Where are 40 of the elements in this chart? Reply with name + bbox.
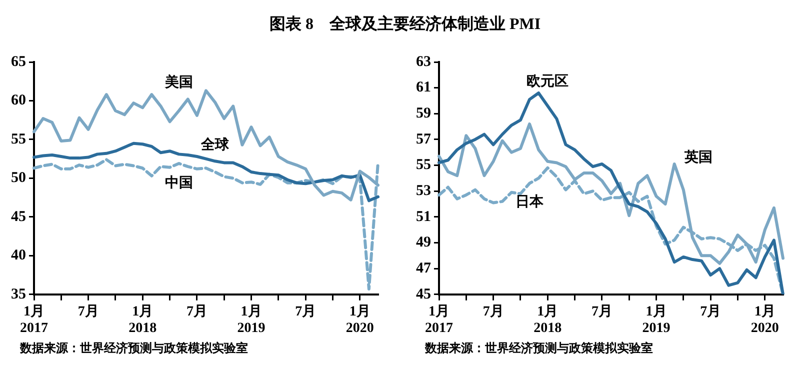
y-tick-label: 53 — [416, 182, 431, 199]
y-tick-label: 47 — [416, 260, 432, 276]
y-tick-label: 65 — [11, 54, 26, 70]
x-tick-label: 1月 2019 — [642, 304, 670, 336]
x-tick-label: 1月 2018 — [534, 304, 562, 336]
x-tick-label: 7月 — [700, 304, 722, 320]
x-tick-label: 1月 2017 — [425, 304, 453, 336]
series-label: 英国 — [683, 150, 712, 166]
x-tick-label: 1月 2018 — [128, 304, 157, 336]
source-note: 数据来源：世界经济预测与政策模拟实验室 — [425, 340, 653, 357]
y-tick-label: 59 — [416, 106, 431, 122]
y-tick-label: 35 — [11, 286, 26, 302]
x-tick-label: 7月 — [78, 304, 99, 320]
y-tick-label: 45 — [416, 286, 431, 302]
x-tick-label: 1月 2020 — [346, 304, 374, 336]
x-tick-label: 7月 — [295, 304, 316, 320]
y-tick-label: 40 — [11, 248, 26, 264]
x-tick-label: 7月 — [186, 304, 208, 320]
series-label: 中国 — [164, 175, 193, 192]
y-tick-label: 55 — [416, 157, 431, 174]
x-tick-label: 7月 — [591, 304, 612, 320]
y-tick-label: 57 — [416, 131, 432, 148]
y-tick-label: 61 — [416, 80, 431, 96]
y-tick-label: 51 — [416, 208, 431, 225]
x-tick-label: 1月 2017 — [20, 304, 48, 336]
y-tick-label: 60 — [11, 92, 26, 109]
y-tick-label: 45 — [11, 208, 26, 225]
series-label: 欧元区 — [526, 74, 569, 90]
y-tick-label: 49 — [416, 234, 431, 251]
x-tick-label: 1月 2020 — [750, 304, 779, 336]
chart-title: 图表 8 全球及主要经济体制造业 PMI — [268, 14, 542, 35]
y-tick-label: 50 — [11, 170, 26, 186]
series-label: 全球 — [200, 136, 230, 153]
series-label: 美国 — [164, 73, 193, 90]
series-label: 日本 — [516, 194, 545, 210]
y-tick-label: 55 — [11, 131, 26, 148]
y-tick-label: 63 — [416, 54, 431, 70]
source-note: 数据来源：世界经济预测与政策模拟实验室 — [20, 340, 248, 357]
x-tick-label: 1月 2019 — [237, 304, 266, 336]
x-tick-label: 7月 — [482, 304, 504, 320]
